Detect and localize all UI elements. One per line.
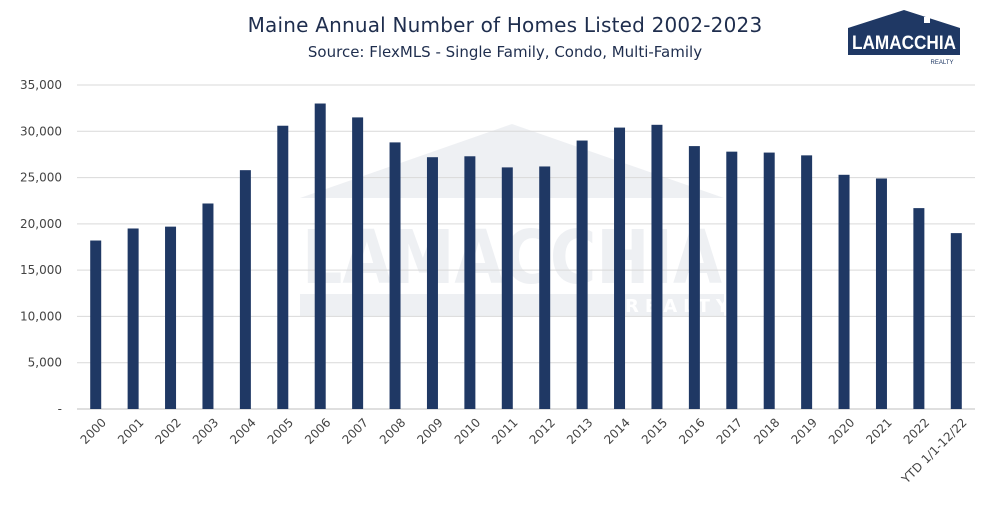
chart-subtitle: Source: FlexMLS - Single Family, Condo, … bbox=[307, 43, 703, 61]
bar-2002 bbox=[165, 226, 177, 409]
bar-2022 bbox=[913, 208, 925, 409]
x-tick-label: 2004 bbox=[227, 415, 258, 446]
bars bbox=[90, 103, 962, 410]
bar-2005 bbox=[277, 125, 289, 409]
x-tick-label: 2014 bbox=[601, 415, 632, 446]
x-tick-label: 2003 bbox=[190, 415, 221, 446]
bar-2003 bbox=[202, 203, 214, 409]
y-tick-label: 35,000 bbox=[20, 78, 62, 92]
x-tick-label: 2015 bbox=[639, 415, 670, 446]
bar-2004 bbox=[239, 170, 251, 409]
bar-2008 bbox=[389, 142, 401, 409]
logo-name: LAMACCHIA bbox=[852, 33, 956, 54]
y-axis: - 5,000 10,000 15,000 20,000 25,000 30,000 35,0… bbox=[20, 78, 62, 416]
x-tick-label: 2006 bbox=[302, 415, 333, 446]
x-tick-label: YTD 1/1-12/22 bbox=[898, 415, 969, 486]
bar-2014 bbox=[614, 127, 626, 409]
x-tick-label: 2019 bbox=[788, 415, 819, 446]
x-tick-label: 2013 bbox=[564, 415, 595, 446]
bar-2019 bbox=[801, 155, 813, 409]
x-tick-label: 2022 bbox=[901, 415, 932, 446]
y-tick-label: 5,000 bbox=[28, 356, 62, 370]
x-tick-label: 2018 bbox=[751, 415, 782, 446]
x-tick-label: 2010 bbox=[452, 415, 483, 446]
watermark-tagline: REALTY bbox=[625, 296, 735, 317]
bar-2006 bbox=[314, 103, 326, 409]
bar-2001 bbox=[127, 228, 139, 409]
watermark: LAMACCHIA REALTY bbox=[300, 124, 735, 317]
x-tick-label: 2001 bbox=[115, 415, 146, 446]
x-tick-label: 2005 bbox=[265, 415, 296, 446]
bar-2010 bbox=[464, 156, 476, 409]
x-tick-label: 2008 bbox=[377, 415, 408, 446]
bar-2016 bbox=[688, 146, 700, 409]
bar-2018 bbox=[763, 152, 775, 409]
x-tick-label: 2000 bbox=[78, 415, 109, 446]
bar-2021 bbox=[875, 178, 887, 409]
company-logo: LAMACCHIA REALTY bbox=[848, 10, 960, 66]
x-axis: 2000 2001 2002 2003 2004 2005 2006 2007 2008 2009… bbox=[78, 415, 970, 486]
x-tick-label: 2021 bbox=[863, 415, 894, 446]
bar-2015 bbox=[651, 124, 663, 409]
logo-tagline: REALTY bbox=[931, 60, 954, 66]
gridlines bbox=[77, 84, 975, 410]
bar-2011 bbox=[501, 167, 513, 409]
bar-2013 bbox=[576, 140, 588, 410]
y-tick-label: - bbox=[58, 402, 62, 416]
chart-title: Maine Annual Number of Homes Listed 2002… bbox=[247, 13, 763, 37]
y-tick-label: 25,000 bbox=[20, 171, 62, 185]
x-tick-label: 2007 bbox=[339, 415, 370, 446]
x-tick-label: 2020 bbox=[826, 415, 857, 446]
x-tick-label: 2002 bbox=[152, 415, 183, 446]
bar-2012 bbox=[539, 166, 551, 409]
bar-2020 bbox=[838, 174, 850, 409]
bar-ytd-1-1-12-22 bbox=[950, 233, 962, 409]
y-tick-label: 30,000 bbox=[20, 124, 62, 138]
bar-2000 bbox=[90, 240, 102, 409]
x-tick-label: 2017 bbox=[714, 415, 745, 446]
bar-2007 bbox=[352, 117, 364, 410]
y-tick-label: 20,000 bbox=[20, 217, 62, 231]
x-tick-label: 2009 bbox=[414, 415, 445, 446]
x-tick-label: 2016 bbox=[676, 415, 707, 446]
y-tick-label: 10,000 bbox=[20, 309, 62, 323]
x-tick-label: 2011 bbox=[489, 415, 520, 446]
x-tick-label: 2012 bbox=[527, 415, 558, 446]
y-tick-label: 15,000 bbox=[20, 263, 62, 277]
bar-2017 bbox=[726, 151, 738, 409]
bar-2009 bbox=[426, 157, 438, 409]
